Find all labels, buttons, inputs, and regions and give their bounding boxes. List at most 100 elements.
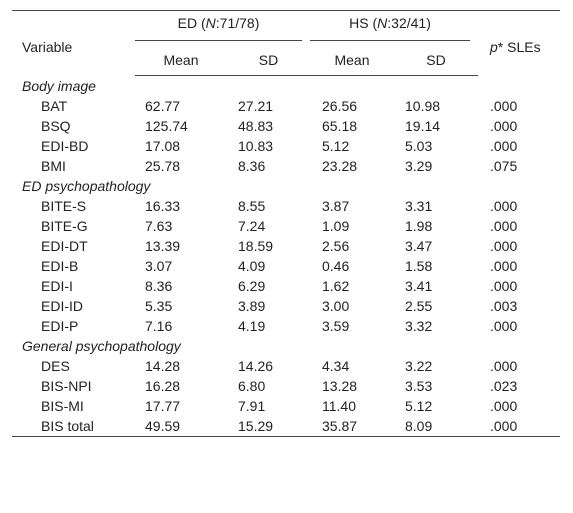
cell-value: 3.59 xyxy=(322,318,350,334)
cell-value: .000 xyxy=(490,418,518,434)
cell-value: 6.80 xyxy=(238,378,266,394)
group-label-part: N xyxy=(377,15,388,31)
table-body: Body image BAT 62.77 27.21 26.56 10.98.000 BSQ… xyxy=(12,76,560,437)
group-label-part: :71/78) xyxy=(215,15,260,31)
cell-value: 10.98 xyxy=(405,98,441,114)
variable-name: BITE-G xyxy=(41,218,88,234)
cell-value: 13.39 xyxy=(145,238,181,254)
cell-value: 35.87 xyxy=(322,418,358,434)
section-title: ED psychopathology xyxy=(22,178,151,194)
data-row: BIS-NPI 16.28 6.80 13.28 3.53 .023 xyxy=(12,376,560,396)
cell-value: 14.26 xyxy=(238,358,274,374)
variable-name: DES xyxy=(41,358,70,374)
data-row: DES 14.28 14.26 4.34 3.22 .000 xyxy=(12,356,560,376)
cell-value: .075 xyxy=(490,158,518,174)
variable-name: BSQ xyxy=(41,118,71,134)
cell-value: 0.46 xyxy=(322,258,350,274)
cell-value: 3.41 xyxy=(405,278,433,294)
cell-value: 65.18 xyxy=(322,118,358,134)
cell-value: 14.28 xyxy=(145,358,181,374)
subheader: SD xyxy=(394,45,478,76)
section-title: General psychopathology xyxy=(22,338,181,354)
cell-value: 3.32 xyxy=(405,318,433,334)
cell-value: 3.22 xyxy=(405,358,433,374)
cell-value: 8.09 xyxy=(405,418,433,434)
cell-value: 7.16 xyxy=(145,318,173,334)
variable-name: EDI-I xyxy=(41,278,73,294)
cell-value: 1.58 xyxy=(405,258,433,274)
data-table: Variable ED (N:71/78) HS (N:32/41) p* SLEs … xyxy=(12,10,560,437)
variable-name: EDI-ID xyxy=(41,298,83,314)
data-row: EDI-P 7.16 4.19 3.59 3.32 .000 xyxy=(12,316,560,336)
data-row: EDI-BD 17.08 10.83 5.12 5.03 .000 xyxy=(12,136,560,156)
cell-value: .000 xyxy=(490,98,518,114)
cell-value: .000 xyxy=(490,258,518,274)
cell-value: 1.09 xyxy=(322,218,350,234)
cell-value: 25.78 xyxy=(145,158,181,174)
cell-value: 3.29 xyxy=(405,158,433,174)
data-row: EDI-I 8.36 6.29 1.62 3.41 .000 xyxy=(12,276,560,296)
cell-value: .000 xyxy=(490,138,518,154)
cell-value: 3.47 xyxy=(405,238,433,254)
group-label-part: HS ( xyxy=(349,15,378,31)
variable-name: BITE-S xyxy=(41,198,87,214)
section-row: Body image xyxy=(12,76,560,97)
cell-value: 4.34 xyxy=(322,358,350,374)
section-row: ED psychopathology xyxy=(12,176,560,196)
header-row: Variable ED (N:71/78) HS (N:32/41) p* SLEs xyxy=(12,11,560,55)
subheader: Mean xyxy=(135,45,227,76)
cell-value: 2.56 xyxy=(322,238,350,254)
cell-value: 8.36 xyxy=(238,158,266,174)
cell-value: 16.33 xyxy=(145,198,181,214)
cell-value: 1.98 xyxy=(405,218,433,234)
cell-value: 4.09 xyxy=(238,258,266,274)
data-row: BAT 62.77 27.21 26.56 10.98 .000 xyxy=(12,96,560,116)
data-row: EDI-B 3.07 4.09 0.46 1.58 .000 xyxy=(12,256,560,276)
cell-value: 48.83 xyxy=(238,118,274,134)
data-row: BIS-MI 17.77 7.91 11.40 5.12 .000 xyxy=(12,396,560,416)
group-header: HS (N:32/41) xyxy=(310,11,478,46)
cell-value: .000 xyxy=(490,118,518,134)
cell-value: 7.91 xyxy=(238,398,266,414)
variable-name: BAT xyxy=(41,98,68,114)
group-label-part: N xyxy=(205,15,216,31)
data-row: BMI 25.78 8.36 23.28 3.29 .075 xyxy=(12,156,560,176)
cell-value: 4.19 xyxy=(238,318,266,334)
variable-name: BMI xyxy=(41,158,66,174)
cell-value: 49.59 xyxy=(145,418,181,434)
section-row: General psychopathology xyxy=(12,336,560,356)
cell-value: 27.21 xyxy=(238,98,274,114)
cell-value: .000 xyxy=(490,358,518,374)
cell-value: 5.12 xyxy=(322,138,350,154)
subheader: Mean xyxy=(310,45,394,76)
cell-value: 5.03 xyxy=(405,138,433,154)
cell-value: 7.63 xyxy=(145,218,173,234)
cell-value: 15.29 xyxy=(238,418,274,434)
cell-value: 5.35 xyxy=(145,298,173,314)
cell-value: 3.00 xyxy=(322,298,350,314)
cell-value: 16.28 xyxy=(145,378,181,394)
section-title: Body image xyxy=(22,78,96,94)
subheader-row: Mean SD Mean SD xyxy=(12,45,560,76)
variable-name: EDI-BD xyxy=(41,138,89,154)
cell-value: 3.87 xyxy=(322,198,350,214)
data-row: BSQ 125.74 48.83 65.18 19.14 .000 xyxy=(12,116,560,136)
variable-name: BIS-NPI xyxy=(41,378,92,394)
group-header: ED (N:71/78) xyxy=(135,11,310,46)
group-label: ED (N:71/78) xyxy=(135,15,302,41)
cell-value: .003 xyxy=(490,298,518,314)
cell-value: .000 xyxy=(490,218,518,234)
variable-header: Variable xyxy=(22,39,73,56)
cell-value: 2.55 xyxy=(405,298,433,314)
cell-value: 8.55 xyxy=(238,198,266,214)
cell-value: 3.31 xyxy=(405,198,433,214)
group-label: HS (N:32/41) xyxy=(310,15,470,41)
data-row: EDI-DT 13.39 18.59 2.56 3.47 .000 xyxy=(12,236,560,256)
cell-value: 17.77 xyxy=(145,398,181,414)
variable-name: BIS-MI xyxy=(41,398,84,414)
cell-value: 8.36 xyxy=(145,278,173,294)
cell-value: 19.14 xyxy=(405,118,441,134)
cell-value: 26.56 xyxy=(322,98,358,114)
cell-value: 7.24 xyxy=(238,218,266,234)
